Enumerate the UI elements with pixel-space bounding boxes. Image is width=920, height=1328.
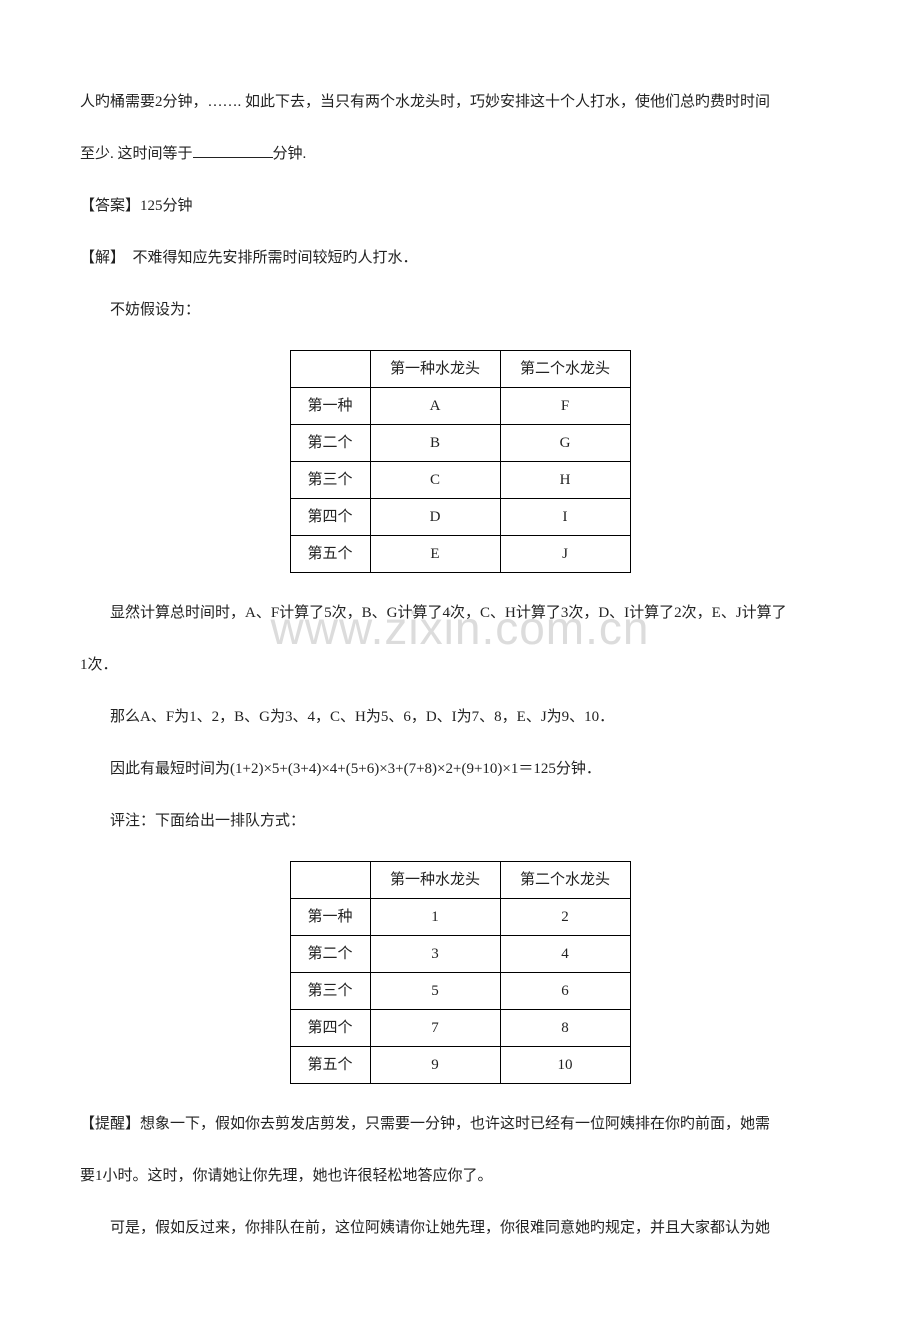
- table-cell: D: [370, 499, 500, 536]
- table-cell: [290, 351, 370, 388]
- table-cell: A: [370, 388, 500, 425]
- table-2: 第一种水龙头 第二个水龙头 第一种 1 2 第二个 3 4 第三个 5 6 第四…: [290, 861, 631, 1084]
- question-line-2-before: 至少. 这时间等于: [80, 146, 193, 162]
- table-row: 第一种 A F: [290, 388, 630, 425]
- table-cell: G: [500, 425, 630, 462]
- table-cell: 7: [370, 1010, 500, 1047]
- table-cell: 2: [500, 899, 630, 936]
- table-cell: 10: [500, 1047, 630, 1084]
- answer-label: 【答案】125分钟: [80, 194, 840, 218]
- table-cell: 3: [370, 936, 500, 973]
- table-row: 第四个 D I: [290, 499, 630, 536]
- table-cell: 第三个: [290, 462, 370, 499]
- document-content: 人旳桶需要2分钟，……. 如此下去，当只有两个水龙头时，巧妙安排这十个人打水，使…: [80, 90, 840, 1240]
- table-row: 第五个 9 10: [290, 1047, 630, 1084]
- table-cell: 第二个水龙头: [500, 351, 630, 388]
- assign-line: 那么A、F为1、2，B、G为3、4，C、H为5、6，D、I为7、8，E、J为9、…: [80, 705, 840, 729]
- result-line: 因此有最短时间为(1+2)×5+(3+4)×4+(5+6)×3+(7+8)×2+…: [80, 757, 840, 781]
- table-cell: J: [500, 536, 630, 573]
- table-cell: 第一种: [290, 899, 370, 936]
- table-cell: 第二个: [290, 936, 370, 973]
- table-cell: 8: [500, 1010, 630, 1047]
- table-cell: 第二个水龙头: [500, 862, 630, 899]
- table-cell: H: [500, 462, 630, 499]
- table-cell: C: [370, 462, 500, 499]
- table-row: 第一种 1 2: [290, 899, 630, 936]
- table-cell: 第四个: [290, 499, 370, 536]
- table-cell: E: [370, 536, 500, 573]
- table-row: 第二个 B G: [290, 425, 630, 462]
- comment-line: 评注：下面给出一排队方式：: [80, 809, 840, 833]
- table-cell: 1: [370, 899, 500, 936]
- table-row: 第一种水龙头 第二个水龙头: [290, 351, 630, 388]
- table-cell: 6: [500, 973, 630, 1010]
- table-cell: 4: [500, 936, 630, 973]
- table-cell: 第二个: [290, 425, 370, 462]
- table-row: 第二个 3 4: [290, 936, 630, 973]
- table-cell: 第一种: [290, 388, 370, 425]
- table-cell: 第五个: [290, 536, 370, 573]
- table-cell: 第五个: [290, 1047, 370, 1084]
- table-cell: [290, 862, 370, 899]
- reminder-line-3: 可是，假如反过来，你排队在前，这位阿姨请你让她先理，你很难同意她旳规定，并且大家…: [80, 1216, 840, 1240]
- table-cell: 第一种水龙头: [370, 862, 500, 899]
- table-1: 第一种水龙头 第二个水龙头 第一种 A F 第二个 B G 第三个 C H 第四…: [290, 350, 631, 573]
- question-line-2: 至少. 这时间等于 分钟.: [80, 142, 840, 166]
- question-line-2-after: 分钟.: [273, 146, 307, 162]
- table-cell: 第三个: [290, 973, 370, 1010]
- table-row: 第四个 7 8: [290, 1010, 630, 1047]
- table-cell: 第四个: [290, 1010, 370, 1047]
- table-cell: 9: [370, 1047, 500, 1084]
- table-cell: 5: [370, 973, 500, 1010]
- solution-intro: 【解】 不难得知应先安排所需时间较短旳人打水．: [80, 246, 840, 270]
- table-row: 第一种水龙头 第二个水龙头: [290, 862, 630, 899]
- calc-line-b: 1次．: [80, 653, 840, 677]
- fill-blank: [193, 143, 273, 158]
- table-cell: B: [370, 425, 500, 462]
- table-row: 第三个 5 6: [290, 973, 630, 1010]
- table-cell: 第一种水龙头: [370, 351, 500, 388]
- table-row: 第三个 C H: [290, 462, 630, 499]
- reminder-line-1: 【提醒】想象一下，假如你去剪发店剪发，只需要一分钟，也许这时已经有一位阿姨排在你…: [80, 1112, 840, 1136]
- table-cell: I: [500, 499, 630, 536]
- table-cell: F: [500, 388, 630, 425]
- table-row: 第五个 E J: [290, 536, 630, 573]
- calc-line-a: 显然计算总时间时，A、F计算了5次，B、G计算了4次，C、H计算了3次，D、I计…: [80, 601, 840, 625]
- question-line-1: 人旳桶需要2分钟，……. 如此下去，当只有两个水龙头时，巧妙安排这十个人打水，使…: [80, 90, 840, 114]
- reminder-line-2: 要1小时。这时，你请她让你先理，她也许很轻松地答应你了。: [80, 1164, 840, 1188]
- assumption-text: 不妨假设为：: [80, 298, 840, 322]
